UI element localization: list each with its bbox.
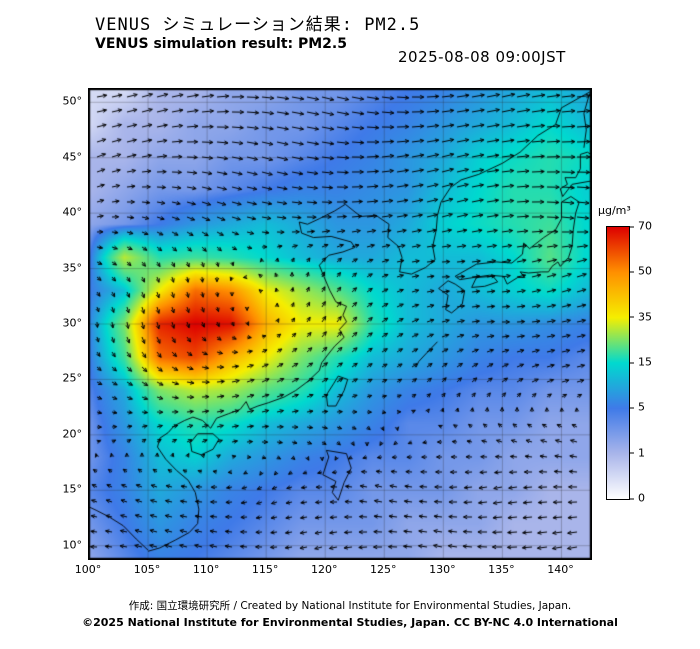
colorbar-tick-label: 5 [629, 400, 645, 414]
credit-line: 作成: 国立環境研究所 / Created by National Instit… [128, 600, 572, 612]
map-plot-area [88, 88, 592, 560]
colorbar-tick-label: 50 [629, 264, 652, 278]
simulation-timestamp: 2025-08-08 09:00JST [398, 48, 566, 66]
colorbar-gradient [606, 226, 630, 500]
lon-tick-label: 115° [251, 563, 279, 576]
pm25-heatmap-canvas [88, 88, 592, 560]
copyright-line: ©2025 National Institute for Environment… [82, 616, 618, 629]
lat-tick-label: 50° [62, 94, 83, 108]
colorbar-tick-label: 15 [629, 355, 652, 369]
lon-tick-label: 140° [547, 563, 574, 576]
page-title-english: VENUS simulation result: PM2.5 [95, 36, 347, 52]
lon-tick-label: 110° [192, 563, 220, 576]
lon-tick-label: 105° [133, 563, 161, 576]
lat-tick-label: 20° [62, 427, 83, 441]
colorbar-unit-label: µg/m³ [598, 204, 631, 217]
lat-tick-label: 35° [62, 261, 83, 275]
lat-tick-label: 30° [62, 316, 83, 330]
colorbar-tick-label: 0 [629, 491, 645, 505]
page-title-japanese: VENUS シミュレーション結果: PM2.5 [95, 15, 421, 35]
colorbar: 70 50 35 15 5 1 0 [606, 220, 676, 505]
colorbar-tick-label: 70 [629, 219, 652, 233]
lat-tick-label: 25° [62, 371, 83, 385]
longitude-axis: 100° 105° 110° 115° 120° 125° 130° 135° 140° [75, 563, 590, 579]
colorbar-tick-labels: 70 50 35 15 5 1 0 [606, 220, 676, 505]
lon-tick-label: 120° [310, 563, 338, 576]
lat-tick-label: 40° [62, 205, 83, 219]
latitude-axis: 50° 45° 40° 35° 30° 25° 20° 15° 10° [42, 88, 83, 558]
lon-tick-label: 130° [429, 563, 456, 576]
lon-tick-label: 100° [74, 563, 102, 576]
colorbar-tick-label: 35 [629, 310, 652, 324]
colorbar-tick-label: 1 [629, 446, 645, 460]
lat-tick-label: 10° [62, 538, 83, 552]
lat-tick-label: 45° [62, 150, 83, 164]
lon-tick-label: 135° [488, 563, 515, 576]
lon-tick-label: 125° [370, 563, 397, 576]
lat-tick-label: 15° [62, 482, 83, 496]
